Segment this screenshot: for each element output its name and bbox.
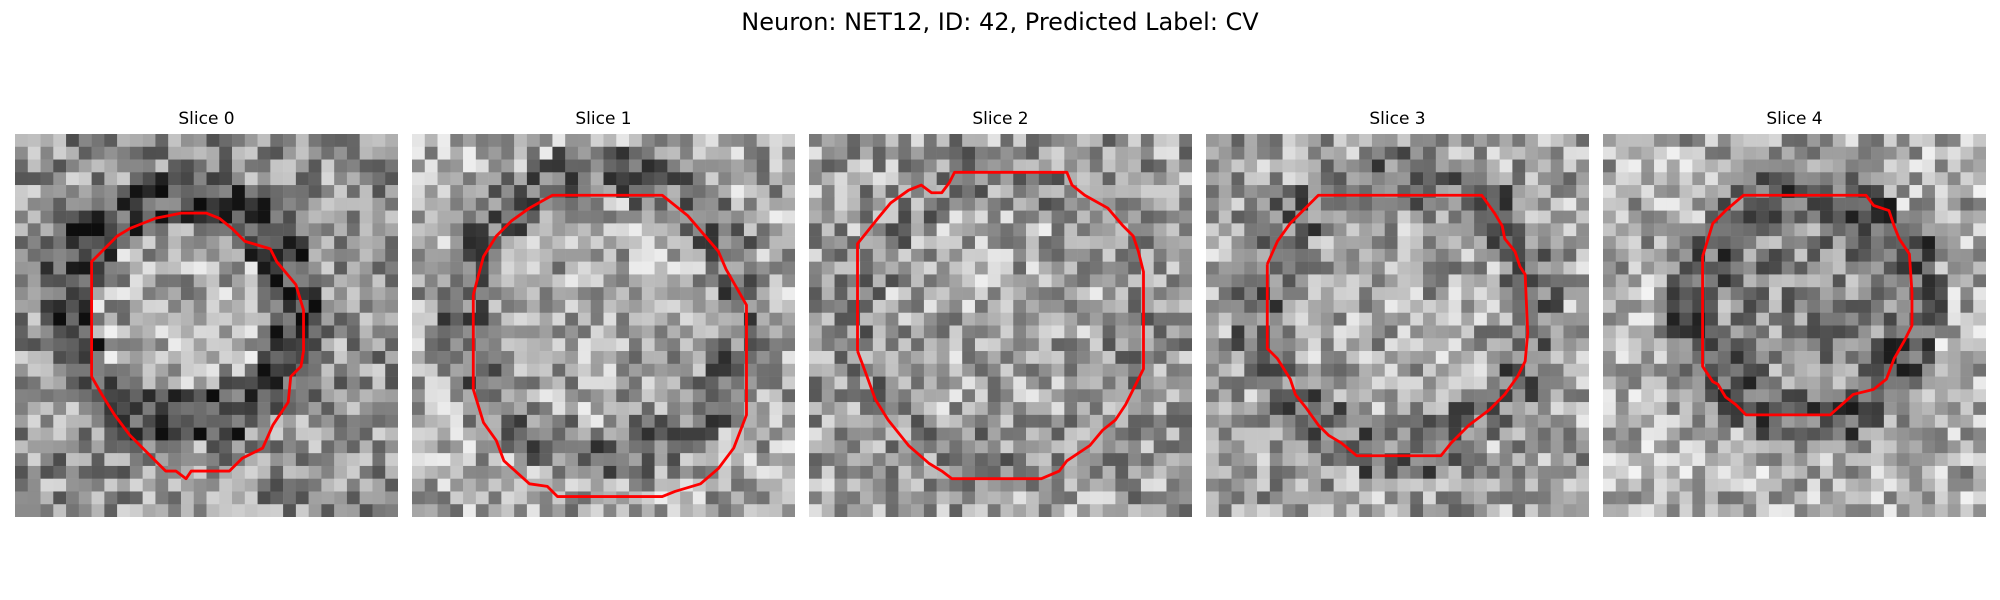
pixel-grid bbox=[1206, 134, 1589, 517]
pixel-grid bbox=[809, 134, 1192, 517]
figure-title: Neuron: NET12, ID: 42, Predicted Label: … bbox=[741, 8, 1259, 36]
roi-contour bbox=[856, 170, 1145, 481]
slice-panel-2: Slice 2 bbox=[809, 108, 1192, 517]
slice-title: Slice 4 bbox=[1766, 109, 1823, 129]
slice-title: Slice 0 bbox=[178, 109, 235, 129]
slice-image bbox=[1206, 134, 1589, 517]
roi-contour bbox=[1265, 193, 1530, 458]
roi-contour bbox=[1701, 193, 1914, 417]
slice-title: Slice 2 bbox=[972, 109, 1029, 129]
slice-image bbox=[1603, 134, 1986, 517]
slice-panel-3: Slice 3 bbox=[1206, 108, 1589, 517]
slice-panel-1: Slice 1 bbox=[412, 108, 795, 517]
slice-title: Slice 3 bbox=[1369, 109, 1426, 129]
roi-contour bbox=[90, 211, 305, 481]
slice-image bbox=[412, 134, 795, 517]
pixel-grid bbox=[15, 134, 398, 517]
slice-panel-4: Slice 4 bbox=[1603, 108, 1986, 517]
slice-image bbox=[809, 134, 1192, 517]
slice-panel-0: Slice 0 bbox=[15, 108, 398, 517]
slice-title: Slice 1 bbox=[575, 109, 632, 129]
pixel-grid bbox=[412, 134, 795, 517]
slice-image bbox=[15, 134, 398, 517]
pixel-grid bbox=[1603, 134, 1986, 517]
roi-contour bbox=[471, 193, 748, 498]
